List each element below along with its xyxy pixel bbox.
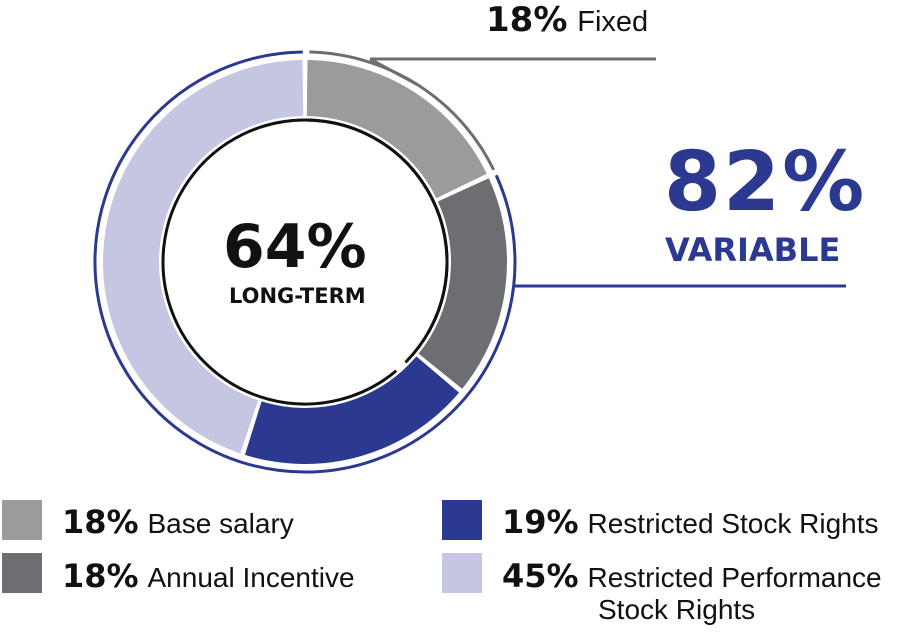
legend-pct: 18% <box>62 557 139 595</box>
legend-item-restricted-stock-rights: 19% Restricted Stock Rights <box>502 506 879 540</box>
center-label: LONG-TERM <box>229 284 366 308</box>
fixed-callout-value: 18% <box>486 0 568 40</box>
legend-pct: 19% <box>502 503 579 541</box>
long-term-arc <box>161 118 398 406</box>
legend-swatch-restricted-stock-rights <box>442 500 482 540</box>
callout-lines <box>369 57 846 288</box>
legend-swatch-annual-incentive <box>2 553 42 593</box>
legend-label: Base salary <box>147 508 294 539</box>
slice-annual-incentive <box>418 178 507 389</box>
slice-restricted-performance-stock-rights <box>102 60 304 454</box>
legend-item-restricted-performance-stock-rights: 45% Restricted Performance Stock Rights <box>502 560 882 626</box>
slice-base-salary <box>306 60 487 199</box>
fixed-callout: 18% Fixed <box>486 2 648 40</box>
long-term-arc-b <box>305 118 449 334</box>
outer-arcs <box>93 50 517 474</box>
legend-swatch-restricted-performance-stock-rights <box>442 553 482 593</box>
fixed-arc <box>309 50 496 171</box>
fixed-callout-label: Fixed <box>577 6 649 38</box>
variable-arc <box>93 50 517 474</box>
donut-slices <box>102 60 507 464</box>
fixed-leader-diag <box>369 57 419 87</box>
legend-item-annual-incentive: 18% Annual Incentive <box>62 560 355 594</box>
legend-swatch-base-salary <box>2 500 42 540</box>
legend-pct: 18% <box>62 503 139 541</box>
variable-callout-value: 82% <box>664 135 867 230</box>
legend-item-base-salary: 18% Base salary <box>62 506 294 540</box>
variable-callout-label: VARIABLE <box>665 231 841 269</box>
center-value: 64% <box>223 212 367 282</box>
legend-label: Restricted Performance <box>587 562 882 593</box>
slice-restricted-stock-rights <box>244 356 460 464</box>
legend-label: Restricted Stock Rights <box>587 508 879 539</box>
legend-label-line2: Stock Rights <box>598 594 756 625</box>
legend-pct: 45% <box>502 557 579 595</box>
legend-label: Annual Incentive <box>147 562 355 593</box>
